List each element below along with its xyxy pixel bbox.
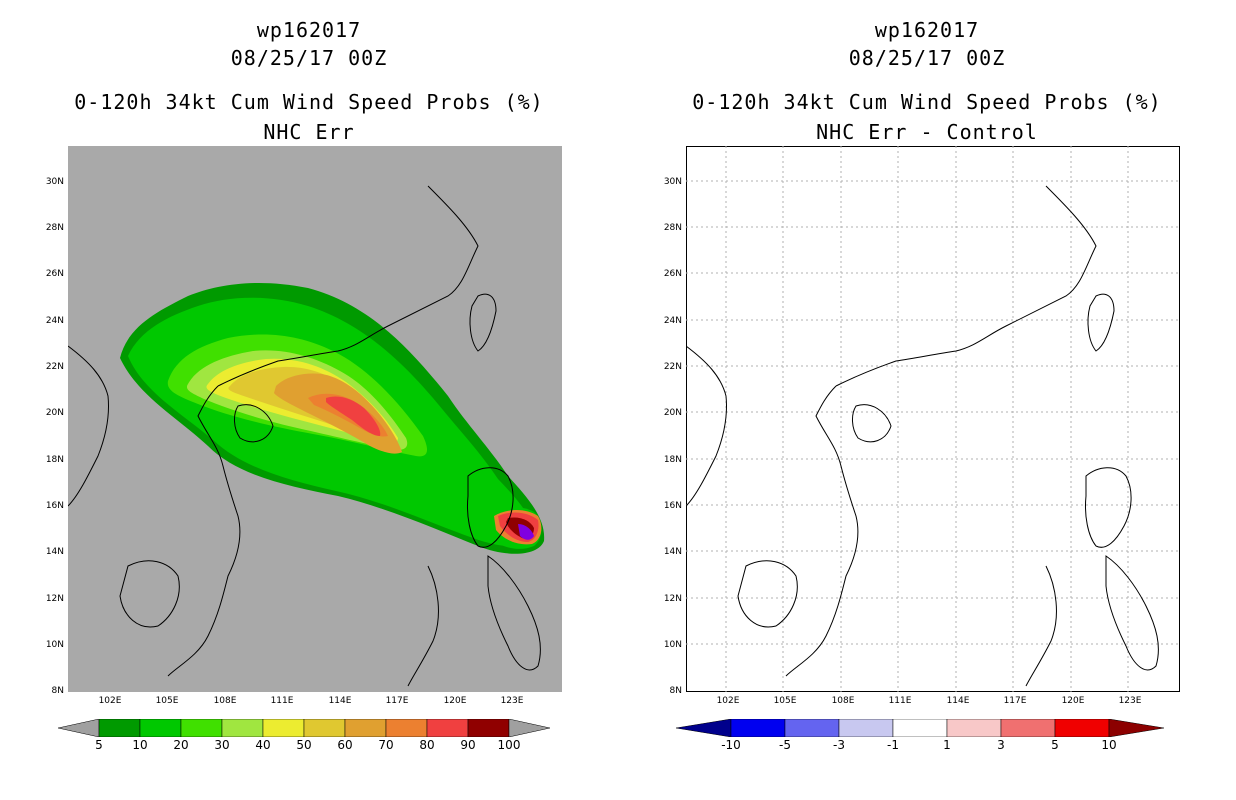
left-colorbar-segment bbox=[262, 719, 305, 737]
right-colorbar-segment bbox=[838, 719, 894, 737]
left-lat-18n: 18N bbox=[45, 455, 64, 465]
left-colorbar-segment bbox=[303, 719, 346, 737]
left-cbar-label-5: 5 bbox=[95, 738, 103, 752]
left-lon-111e: 111E bbox=[270, 696, 294, 706]
right-title-date: 08/25/17 00Z bbox=[848, 46, 1006, 70]
right-colorbar bbox=[676, 719, 1165, 737]
right-cbar-label-1: 1 bbox=[943, 738, 951, 752]
right-colorbar-segment bbox=[1054, 719, 1110, 737]
left-cbar-label-100: 100 bbox=[497, 738, 521, 752]
left-probability-map bbox=[68, 146, 562, 692]
left-colorbar-left-arrow bbox=[58, 719, 100, 737]
right-colorbar-segment bbox=[946, 719, 1002, 737]
left-lat-8n: 8N bbox=[51, 686, 64, 696]
right-lat-16n: 16N bbox=[663, 501, 682, 511]
left-colorbar bbox=[58, 719, 551, 737]
left-lon-105e: 105E bbox=[155, 696, 179, 706]
left-cbar-label-10: 10 bbox=[132, 738, 148, 752]
right-lon-108e: 108E bbox=[831, 696, 855, 706]
left-colorbar-segment bbox=[344, 719, 387, 737]
left-panel: wp162017 08/25/17 00Z 0-120h 34kt Cum Wi… bbox=[45, 18, 562, 752]
left-lat-10n: 10N bbox=[45, 640, 64, 650]
left-title-product: 0-120h 34kt Cum Wind Speed Probs (%) bbox=[74, 90, 544, 114]
right-lat-12n: 12N bbox=[663, 594, 682, 604]
right-cbar-label-neg3: -3 bbox=[833, 738, 845, 752]
left-cbar-label-60: 60 bbox=[337, 738, 353, 752]
coastlines bbox=[686, 185, 1159, 687]
right-cbar-label-neg1: -1 bbox=[887, 738, 899, 752]
right-cbar-label-neg5: -5 bbox=[779, 738, 791, 752]
left-colorbar-segment bbox=[98, 719, 141, 737]
left-lat-24n: 24N bbox=[45, 316, 64, 326]
left-colorbar-segment bbox=[180, 719, 223, 737]
gridlines bbox=[686, 146, 1180, 692]
right-lon-111e: 111E bbox=[888, 696, 912, 706]
left-cbar-label-80: 80 bbox=[419, 738, 435, 752]
left-lat-20n: 20N bbox=[45, 408, 64, 418]
left-lat-26n: 26N bbox=[45, 269, 64, 279]
left-lat-28n: 28N bbox=[45, 223, 64, 233]
left-lat-30n: 30N bbox=[45, 177, 64, 187]
right-colorbar-left-arrow bbox=[676, 719, 732, 737]
right-lon-123e: 123E bbox=[1118, 696, 1142, 706]
left-lat-16n: 16N bbox=[45, 501, 64, 511]
left-title-date: 08/25/17 00Z bbox=[230, 46, 388, 70]
left-colorbar-segment bbox=[467, 719, 510, 737]
right-lon-120e: 120E bbox=[1061, 696, 1085, 706]
right-colorbar-segment bbox=[784, 719, 840, 737]
right-cbar-label-10: 10 bbox=[1101, 738, 1117, 752]
left-lat-12n: 12N bbox=[45, 594, 64, 604]
right-colorbar-segment bbox=[1000, 719, 1056, 737]
right-colorbar-right-arrow bbox=[1108, 719, 1165, 737]
right-colorbar-segment bbox=[892, 719, 948, 737]
right-lon-102e: 102E bbox=[716, 696, 740, 706]
coastlines bbox=[68, 185, 541, 687]
right-lon-105e: 105E bbox=[773, 696, 797, 706]
right-title-subtitle: NHC Err - Control bbox=[816, 120, 1038, 144]
right-lat-10n: 10N bbox=[663, 640, 682, 650]
right-cbar-label-neg10: -10 bbox=[721, 738, 741, 752]
right-lat-26n: 26N bbox=[663, 269, 682, 279]
right-lat-18n: 18N bbox=[663, 455, 682, 465]
left-cbar-label-40: 40 bbox=[255, 738, 271, 752]
right-lon-114e: 114E bbox=[946, 696, 970, 706]
left-lat-14n: 14N bbox=[45, 547, 64, 557]
left-lat-22n: 22N bbox=[45, 362, 64, 372]
right-lat-14n: 14N bbox=[663, 547, 682, 557]
left-colorbar-right-arrow bbox=[508, 719, 551, 737]
left-lon-117e: 117E bbox=[385, 696, 409, 706]
left-colorbar-segment bbox=[221, 719, 264, 737]
right-lat-8n: 8N bbox=[669, 686, 682, 696]
left-lon-102e: 102E bbox=[98, 696, 122, 706]
left-cbar-label-90: 90 bbox=[460, 738, 476, 752]
left-cbar-label-30: 30 bbox=[214, 738, 230, 752]
left-cbar-label-20: 20 bbox=[173, 738, 189, 752]
right-lon-117e: 117E bbox=[1003, 696, 1027, 706]
left-lon-120e: 120E bbox=[443, 696, 467, 706]
left-title-storm: wp162017 bbox=[256, 18, 362, 42]
left-colorbar-segment bbox=[426, 719, 469, 737]
right-lat-28n: 28N bbox=[663, 223, 682, 233]
right-lat-20n: 20N bbox=[663, 408, 682, 418]
left-lon-114e: 114E bbox=[328, 696, 352, 706]
right-colorbar-segment bbox=[730, 719, 786, 737]
right-difference-map bbox=[686, 146, 1180, 692]
right-lat-30n: 30N bbox=[663, 177, 682, 187]
right-panel: wp162017 08/25/17 00Z 0-120h 34kt Cum Wi… bbox=[618, 0, 1236, 800]
right-title-storm: wp162017 bbox=[874, 18, 980, 42]
left-cbar-label-70: 70 bbox=[378, 738, 394, 752]
left-lon-108e: 108E bbox=[213, 696, 237, 706]
left-title-subtitle: NHC Err bbox=[263, 120, 355, 144]
right-cbar-label-3: 3 bbox=[997, 738, 1005, 752]
left-colorbar-segment bbox=[139, 719, 182, 737]
left-cbar-label-50: 50 bbox=[296, 738, 312, 752]
right-cbar-label-5: 5 bbox=[1051, 738, 1059, 752]
left-colorbar-segment bbox=[385, 719, 428, 737]
left-lon-123e: 123E bbox=[500, 696, 524, 706]
right-title-product: 0-120h 34kt Cum Wind Speed Probs (%) bbox=[692, 90, 1162, 114]
right-lat-22n: 22N bbox=[663, 362, 682, 372]
right-lat-24n: 24N bbox=[663, 316, 682, 326]
wind-prob-contours bbox=[120, 282, 545, 554]
